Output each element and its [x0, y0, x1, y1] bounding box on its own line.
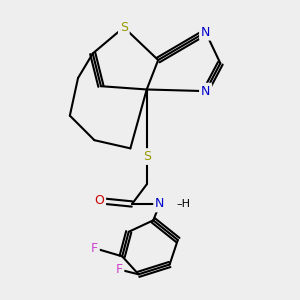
- Text: S: S: [120, 21, 128, 34]
- Text: –H: –H: [176, 199, 190, 209]
- Text: F: F: [91, 242, 98, 255]
- Text: N: N: [201, 85, 210, 98]
- Text: F: F: [116, 263, 122, 276]
- Text: N: N: [155, 197, 164, 211]
- Text: S: S: [143, 150, 151, 163]
- Text: N: N: [201, 26, 210, 39]
- Text: O: O: [94, 194, 104, 207]
